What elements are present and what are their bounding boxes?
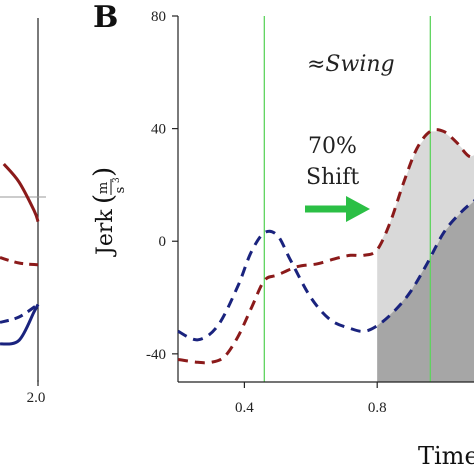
left-series-1 xyxy=(0,256,39,267)
y-axis-label: Jerk (m s 3) xyxy=(89,167,128,257)
shaded-region-dark xyxy=(377,201,474,382)
y-axis-label-open-paren: ( xyxy=(89,194,119,204)
shift-word-annotation: Shift xyxy=(306,165,359,190)
left-series-3 xyxy=(0,303,40,346)
left-panel-partial: 2.0 xyxy=(0,18,46,406)
y-tick-label-3: -40 xyxy=(146,347,166,363)
shift-arrow-head xyxy=(346,196,370,222)
y-axis-unit-numerator: m xyxy=(96,182,111,194)
y-axis-label-main: Jerk xyxy=(93,209,118,257)
y-axis-label-close-paren: ) xyxy=(89,167,119,177)
y-tick-label-1: 40 xyxy=(151,122,166,138)
x-axis-label: Time xyxy=(418,442,474,470)
swing-annotation: ≈Swing xyxy=(307,52,395,77)
x-tick-label-1: 0.8 xyxy=(368,400,387,416)
left-series-0 xyxy=(2,163,40,223)
panel-label: B xyxy=(93,0,118,35)
y-tick-label-0: 80 xyxy=(151,9,166,25)
y-tick-label-2: 0 xyxy=(159,234,167,250)
y-axis-unit-exponent: 3 xyxy=(112,177,122,183)
main-panel-b: 80400-400.40.81B≈Swing70%ShiftJerk(ms3)T… xyxy=(89,0,474,470)
y-axis-unit-denominator: s xyxy=(113,187,128,194)
x-tick-label-0: 0.4 xyxy=(235,400,254,416)
left-series-2 xyxy=(0,303,39,324)
series-red xyxy=(177,128,474,365)
shift-percent-annotation: 70% xyxy=(308,134,357,159)
series-blue xyxy=(177,199,474,342)
left-panel-x-tick-label: 2.0 xyxy=(27,390,46,406)
